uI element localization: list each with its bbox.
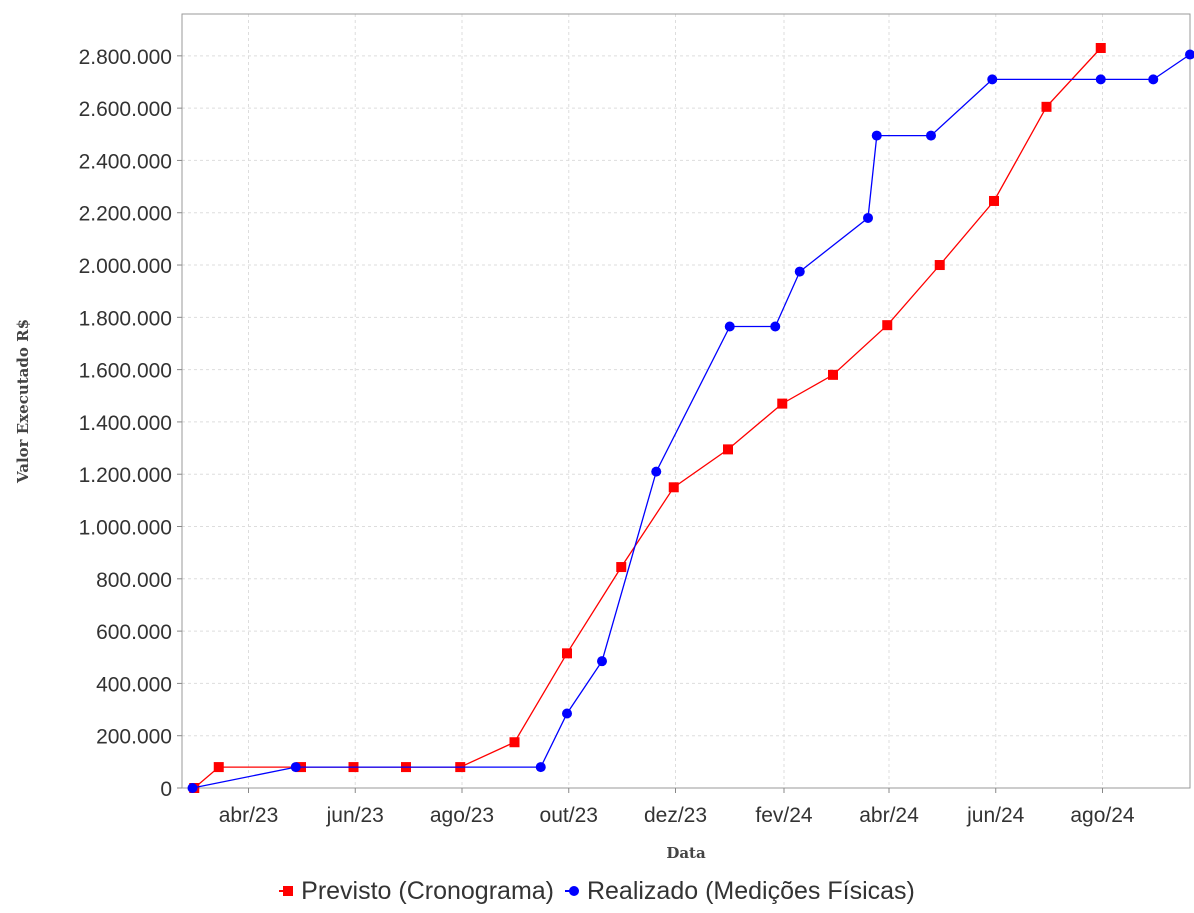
series-line — [193, 47, 1102, 789]
grid-lines — [182, 14, 1190, 789]
data-point — [509, 737, 520, 748]
series-line — [192, 53, 1191, 789]
x-tick-label: abr/24 — [859, 804, 919, 827]
legend-item-realizado: Realizado (Medições Físicas) — [564, 876, 915, 906]
y-tick-label: 0 — [160, 778, 172, 801]
y-tick-label: 1.000.000 — [79, 517, 172, 540]
x-tick-label: out/23 — [540, 804, 598, 827]
y-axis-title: Valor Executado R$ — [14, 319, 32, 484]
y-tick-label: 1.600.000 — [79, 360, 172, 383]
data-point — [668, 482, 679, 493]
data-point — [213, 762, 224, 773]
plot-area — [181, 13, 1191, 789]
y-tick-label: 200.000 — [96, 726, 172, 749]
y-tick-label: 2.600.000 — [79, 98, 172, 121]
series-0 — [189, 42, 1106, 793]
x-tick-label: ago/24 — [1070, 804, 1135, 827]
data-point — [871, 130, 882, 141]
y-tick-label: 400.000 — [96, 673, 172, 696]
circle-marker-icon — [568, 886, 579, 896]
data-point — [934, 260, 945, 271]
data-point — [1185, 49, 1194, 60]
legend-swatch-realizado — [564, 886, 579, 896]
y-tick-label: 2.400.000 — [79, 150, 172, 173]
data-point — [616, 562, 627, 573]
data-point — [1041, 101, 1052, 112]
legend-label-previsto: Previsto (Cronograma) — [301, 876, 554, 905]
data-point — [770, 321, 781, 332]
data-point — [794, 266, 805, 277]
data-point — [723, 444, 733, 455]
data-point — [828, 369, 838, 380]
x-axis-title: Data — [666, 844, 706, 862]
square-marker-icon — [283, 886, 294, 896]
legend-item-previsto: Previsto (Cronograma) — [279, 877, 554, 906]
x-tick-label: abr/23 — [219, 804, 279, 827]
data-point — [651, 466, 662, 477]
y-tick-label: 2.000.000 — [79, 255, 172, 278]
data-point — [597, 656, 607, 667]
y-tick-label: 1.800.000 — [79, 307, 172, 330]
y-tick-label: 800.000 — [96, 569, 172, 592]
data-point — [882, 320, 893, 331]
data-point — [562, 708, 572, 719]
x-tick-label: fev/24 — [755, 804, 813, 827]
y-tick-label: 2.200.000 — [79, 203, 172, 226]
legend-swatch-previsto — [279, 886, 294, 896]
x-tick-label: jun/23 — [326, 804, 384, 827]
legend-label-realizado: Realizado (Medições Físicas) — [586, 876, 915, 905]
data-point — [290, 762, 301, 773]
series-1 — [187, 49, 1194, 793]
data-point — [926, 130, 936, 141]
data-point — [1148, 74, 1159, 85]
data-point — [863, 212, 873, 223]
data-point — [535, 762, 546, 773]
data-point — [777, 398, 788, 409]
data-point — [562, 648, 572, 659]
y-tick-label: 2.800.000 — [79, 46, 172, 69]
series-layer — [187, 42, 1194, 793]
y-axis: 0 200.000 400.000 600.000 800.000 1.000.000 1.… — [79, 46, 182, 801]
y-tick-label: 1.400.000 — [79, 412, 172, 435]
data-point — [987, 74, 998, 85]
data-point — [1095, 42, 1106, 53]
data-point — [724, 321, 735, 332]
x-tick-label: ago/23 — [430, 804, 494, 827]
data-point — [187, 783, 198, 793]
x-axis: abr/23 jun/23 ago/23 out/23 dez/23 fev/24 abr/… — [219, 788, 1135, 827]
data-point — [1095, 74, 1106, 85]
data-point — [989, 195, 999, 206]
y-tick-label: 1.200.000 — [79, 464, 172, 487]
x-tick-label: dez/23 — [644, 804, 707, 827]
legend: Previsto (Cronograma) Realizado (Mediçõe… — [0, 870, 1194, 906]
y-tick-label: 600.000 — [96, 621, 172, 644]
x-tick-label: jun/24 — [966, 804, 1025, 827]
